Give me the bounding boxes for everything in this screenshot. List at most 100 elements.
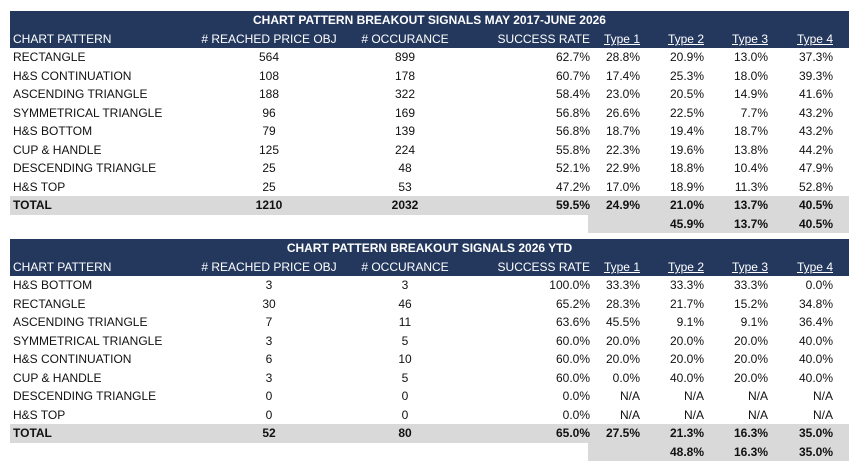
total-row: TOTAL 52 80 65.0% 27.5% 21.3% 16.3% 35.0…	[10, 424, 849, 443]
cell: 2032	[391, 198, 419, 212]
value-cell: N/A	[812, 389, 833, 403]
value-cell: 52.8%	[798, 179, 833, 194]
table-row: H&S BOTTOM 3 3 100.0% 33.3% 33.3% 33.3% 0.0%	[10, 276, 849, 295]
table-body: RECTANGLE 564 899 62.7% 28.8% 20.9% 13.0% 37.3%…	[10, 48, 849, 196]
value-cell: 25	[262, 179, 276, 194]
header-type-1: Type 1	[603, 32, 640, 46]
value-cell: 23.0%	[605, 87, 640, 101]
value-cell: 33.3%	[669, 278, 704, 292]
value-cell: 7	[265, 315, 273, 329]
value-cell: 13.0%	[733, 50, 768, 64]
value-cell: 0	[265, 389, 273, 403]
value-cell: 22.3%	[605, 142, 640, 157]
cell: 27.5%	[605, 426, 640, 440]
table-row: H&S BOTTOM 79 139 56.8% 18.7% 19.4% 18.7% 43.2%	[10, 122, 849, 141]
value-cell: 9.1%	[676, 315, 704, 329]
value-cell: 20.9%	[669, 50, 704, 64]
value-cell: 13.8%	[733, 142, 768, 157]
value-cell: N/A	[812, 407, 833, 422]
group-total-row: 45.9% 13.7% 40.5%	[10, 214, 849, 233]
group-type-1-2: 48.8%	[669, 444, 704, 459]
value-cell: 10	[398, 352, 412, 366]
value-cell: 5	[401, 333, 409, 348]
value-cell: 0.0%	[562, 389, 590, 403]
value-cell: 56.8%	[555, 124, 590, 138]
value-cell: 43.2%	[798, 124, 833, 138]
table-row: DESCENDING TRIANGLE 0 0 0.0% N/A N/A N/A N/A	[10, 387, 849, 406]
value-cell: 20.0%	[669, 352, 704, 366]
table-row: H&S TOP 0 0 0.0% N/A N/A N/A N/A	[10, 406, 849, 425]
value-cell: 899	[394, 50, 416, 64]
group-type-4: 35.0%	[798, 444, 833, 459]
pattern-name-cell: H&S BOTTOM	[13, 124, 93, 138]
pattern-name-cell: ASCENDING TRIANGLE	[13, 315, 148, 329]
pattern-name-cell: H&S CONTINUATION	[13, 68, 132, 83]
pattern-name-cell: H&S BOTTOM	[13, 278, 93, 292]
value-cell: 3	[265, 370, 273, 385]
table-row: H&S CONTINUATION 108 178 60.7% 17.4% 25.3% 18.…	[10, 67, 849, 86]
cell: 52	[262, 426, 276, 440]
table-row: RECTANGLE 564 899 62.7% 28.8% 20.9% 13.0% 37.3%	[10, 48, 849, 67]
header-type-3: Type 3	[731, 32, 768, 46]
header-type-4: Type 4	[796, 32, 833, 46]
value-cell: 100.0%	[549, 278, 590, 292]
pattern-name-cell: H&S TOP	[13, 179, 66, 194]
value-cell: 6	[265, 352, 273, 366]
table-row: CUP & HANDLE 3 5 60.0% 0.0% 40.0% 20.0% 40.0%	[10, 369, 849, 388]
value-cell: 26.6%	[605, 105, 640, 120]
pattern-name-cell: SYMMETRICAL TRIANGLE	[13, 333, 163, 348]
pattern-name-cell: CUP & HANDLE	[13, 370, 102, 385]
value-cell: 322	[394, 87, 416, 101]
value-cell: 60.0%	[555, 333, 590, 348]
value-cell: 60.0%	[555, 370, 590, 385]
value-cell: 25	[262, 161, 276, 175]
value-cell: N/A	[683, 407, 704, 422]
cell: 24.9%	[605, 198, 640, 212]
table-body: H&S BOTTOM 3 3 100.0% 33.3% 33.3% 33.3% 0.0% REC…	[10, 276, 849, 424]
value-cell: 25.3%	[669, 68, 704, 83]
value-cell: 36.4%	[798, 315, 833, 329]
value-cell: 39.3%	[798, 68, 833, 83]
pattern-name-cell: RECTANGLE	[13, 50, 86, 64]
value-cell: 14.9%	[733, 87, 768, 101]
value-cell: 0.0%	[805, 278, 833, 292]
value-cell: 20.5%	[669, 87, 704, 101]
value-cell: 47.9%	[798, 161, 833, 175]
value-cell: N/A	[747, 407, 768, 422]
header-occurance: # OCCURANCE	[361, 32, 449, 46]
value-cell: 108	[258, 68, 280, 83]
value-cell: 33.3%	[733, 278, 768, 292]
table-title: CHART PATTERN BREAKOUT SIGNALS 2026 YTD	[10, 239, 849, 258]
header-reached: # REACHED PRICE OBJ	[201, 32, 337, 46]
value-cell: 20.0%	[733, 352, 768, 366]
value-cell: 0	[401, 407, 409, 422]
value-cell: 3	[401, 278, 409, 292]
value-cell: 224	[394, 142, 416, 157]
value-cell: 17.4%	[605, 68, 640, 83]
value-cell: N/A	[619, 389, 640, 403]
table-row: H&S CONTINUATION 6 10 60.0% 20.0% 20.0% 20.0% 4…	[10, 350, 849, 369]
value-cell: 56.8%	[555, 105, 590, 120]
value-cell: 37.3%	[798, 50, 833, 64]
pattern-name-cell: CUP & HANDLE	[13, 142, 102, 157]
pattern-name-cell: RECTANGLE	[13, 296, 86, 311]
value-cell: 52.1%	[555, 161, 590, 175]
value-cell: 28.8%	[605, 50, 640, 64]
pattern-name-cell: DESCENDING TRIANGLE	[13, 389, 157, 403]
header-type-1: Type 1	[603, 260, 640, 274]
value-cell: 17.0%	[605, 179, 640, 194]
value-cell: 18.7%	[605, 124, 640, 138]
value-cell: N/A	[619, 407, 640, 422]
cell: 59.5%	[555, 198, 590, 212]
value-cell: 169	[394, 105, 416, 120]
value-cell: 60.7%	[555, 68, 590, 83]
value-cell: 48	[398, 161, 412, 175]
total-row: TOTAL 1210 2032 59.5% 24.9% 21.0% 13.7% …	[10, 196, 849, 215]
header-type-2: Type 2	[667, 260, 704, 274]
value-cell: 28.3%	[605, 296, 640, 311]
header-row: CHART PATTERN # REACHED PRICE OBJ # OCCU…	[10, 30, 849, 48]
value-cell: 9.1%	[740, 315, 768, 329]
header-chart-pattern: CHART PATTERN	[13, 260, 112, 274]
value-cell: 43.2%	[798, 105, 833, 120]
value-cell: 139	[394, 124, 416, 138]
